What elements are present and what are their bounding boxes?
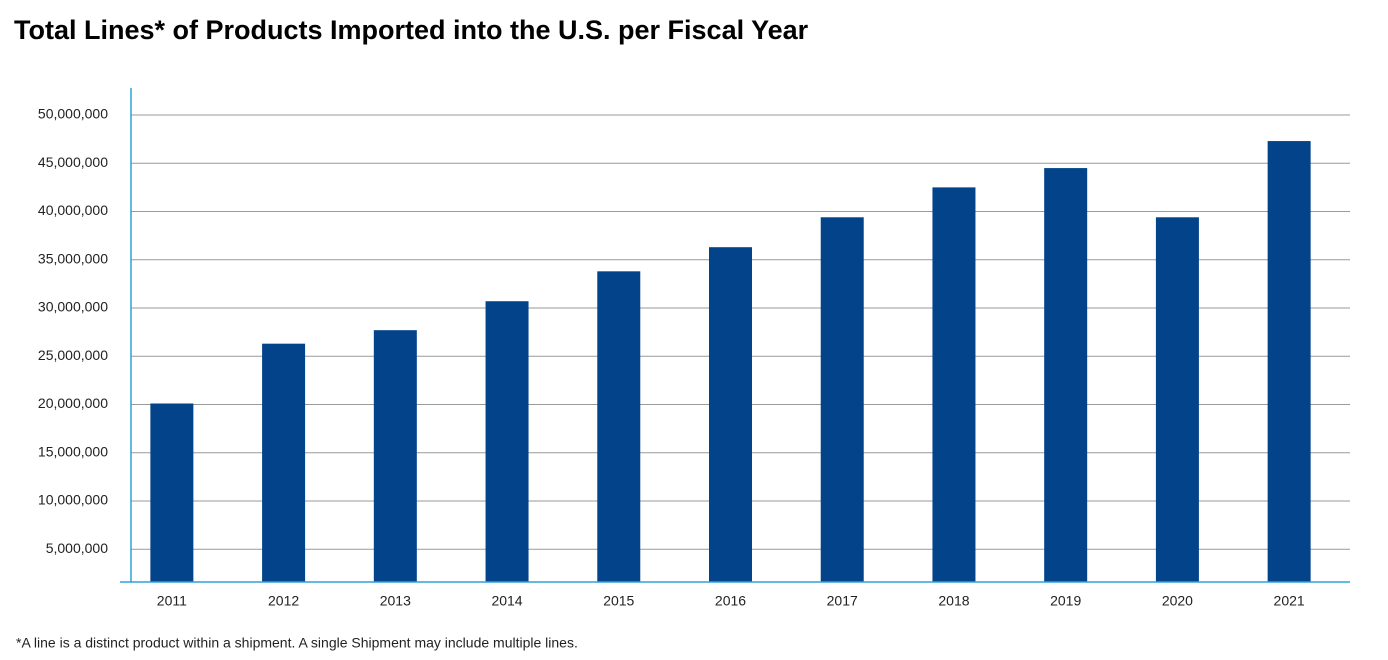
x-tick-label: 2021 <box>1274 593 1305 609</box>
bar <box>373 330 417 582</box>
x-tick-label: 2012 <box>268 593 299 609</box>
y-tick-label: 5,000,000 <box>46 540 108 556</box>
bar <box>262 343 306 582</box>
bar <box>932 187 976 582</box>
x-tick-label: 2018 <box>938 593 969 609</box>
y-tick-label: 20,000,000 <box>38 395 108 411</box>
bar <box>485 301 529 582</box>
x-tick-label: 2016 <box>715 593 746 609</box>
bar <box>709 247 752 582</box>
bar <box>1044 168 1088 582</box>
y-tick-label: 40,000,000 <box>38 202 108 218</box>
y-tick-label: 25,000,000 <box>38 347 108 363</box>
x-tick-label: 2015 <box>603 593 634 609</box>
bar <box>1155 217 1199 582</box>
y-tick-label: 50,000,000 <box>38 106 108 122</box>
x-tick-label: 2013 <box>380 593 411 609</box>
x-tick-label: 2020 <box>1162 593 1193 609</box>
chart-title: Total Lines* of Products Imported into t… <box>14 15 809 45</box>
bar <box>1267 141 1311 582</box>
y-tick-label: 45,000,000 <box>38 154 108 170</box>
bar <box>597 271 641 582</box>
y-tick-label: 10,000,000 <box>38 492 108 508</box>
footnote: *A line is a distinct product within a s… <box>16 635 578 651</box>
y-tick-label: 30,000,000 <box>38 299 108 315</box>
y-tick-label: 15,000,000 <box>38 443 108 459</box>
y-tick-label: 35,000,000 <box>38 250 108 266</box>
x-tick-label: 2017 <box>827 593 858 609</box>
bar <box>150 403 194 582</box>
x-tick-label: 2014 <box>491 593 522 609</box>
x-tick-label: 2011 <box>157 593 187 609</box>
bar <box>820 217 864 582</box>
x-tick-label: 2019 <box>1050 593 1081 609</box>
